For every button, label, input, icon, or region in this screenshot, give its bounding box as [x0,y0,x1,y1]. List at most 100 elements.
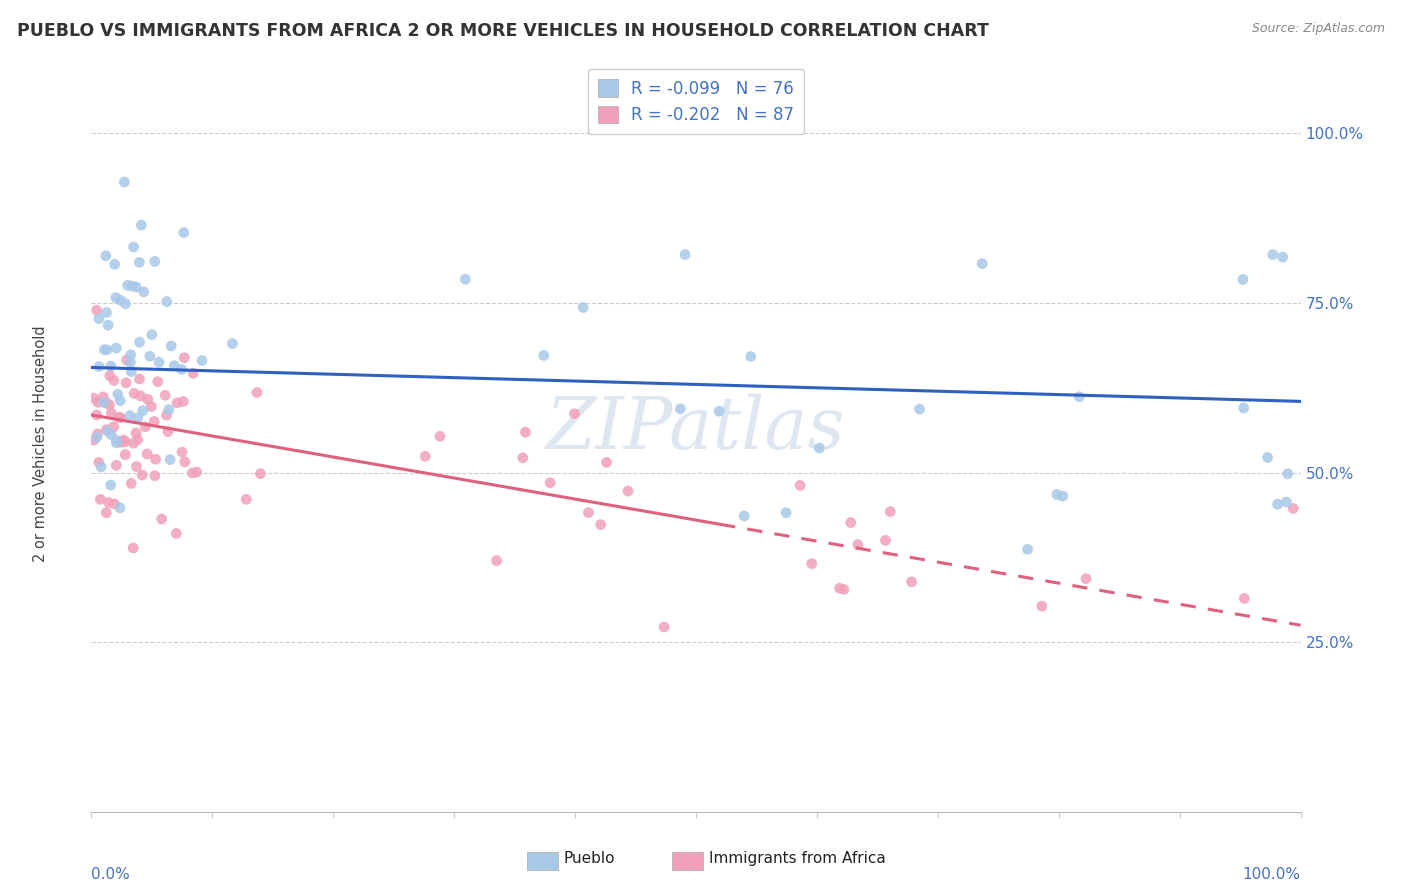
Point [1271,250,1294,264]
Point [125,425,148,440]
Point [104,257,127,271]
Point [90,459,112,474]
Point [96,343,118,357]
Point [112,433,135,447]
Point [143,468,166,483]
Point [538,475,561,490]
Point [132,285,155,299]
Point [115,376,138,390]
Point [669,401,692,416]
Point [96,423,118,437]
Point [127,433,149,447]
Point [879,505,901,519]
Point [108,500,131,515]
Point [170,445,193,459]
Point [153,388,176,402]
Point [170,362,193,376]
Point [733,508,755,523]
Text: Immigrants from Africa: Immigrants from Africa [709,851,886,865]
Point [173,351,195,365]
Point [143,254,166,268]
Point [108,410,131,425]
Text: 0.0%: 0.0% [91,867,131,882]
Point [128,255,150,269]
Point [86,303,108,318]
Point [87,311,110,326]
Point [1233,591,1256,606]
Point [98,398,121,412]
Point [875,533,897,548]
Point [589,517,612,532]
Point [595,455,617,469]
Point [139,349,162,363]
Point [93,343,115,357]
Point [87,359,110,374]
Point [617,483,640,498]
Point [429,429,451,443]
Point [87,395,110,409]
Point [125,280,148,294]
Point [128,335,150,350]
Point [114,434,136,449]
Point [121,279,143,293]
Point [131,218,153,232]
Legend: R = -0.099   N = 76, R = -0.202   N = 87: R = -0.099 N = 76, R = -0.202 N = 87 [588,70,804,134]
Point [673,247,696,261]
Point [100,406,122,420]
Point [120,365,142,379]
Point [128,372,150,386]
Text: 2 or more Vehicles in Household: 2 or more Vehicles in Household [34,326,48,562]
Point [105,434,128,448]
Point [141,327,163,342]
Point [221,336,243,351]
Text: 100.0%: 100.0% [1243,867,1301,882]
Point [900,574,922,589]
Point [413,450,436,464]
Point [120,476,142,491]
Point [97,318,120,332]
Point [173,226,195,240]
Point [1031,599,1053,614]
Point [114,297,136,311]
Point [96,396,118,410]
Point [87,455,110,469]
Point [105,458,128,473]
Text: ZIPatlas: ZIPatlas [546,393,846,465]
Point [181,466,204,480]
Point [1017,542,1039,557]
Point [515,425,537,440]
Point [122,541,145,555]
Point [150,512,173,526]
Point [103,419,125,434]
Point [120,348,142,362]
Point [122,436,145,450]
Point [103,497,125,511]
Point [578,506,600,520]
Point [163,359,186,373]
Point [1069,390,1091,404]
Point [165,526,187,541]
Point [132,403,155,417]
Point [235,492,257,507]
Point [93,395,115,409]
Point [127,410,149,425]
Point [103,373,125,387]
Point [1257,450,1279,465]
Point [1275,495,1298,509]
Point [740,350,762,364]
Point [789,478,811,492]
Point [97,424,120,438]
Point [1046,487,1069,501]
Point [105,436,128,450]
Point [110,410,132,425]
Point [136,392,159,407]
Point [159,452,181,467]
Point [136,447,159,461]
Point [91,390,114,404]
Point [1282,501,1305,516]
Point [572,301,595,315]
Point [115,353,138,368]
Point [100,427,122,442]
Point [156,425,179,439]
Text: Source: ZipAtlas.com: Source: ZipAtlas.com [1251,22,1385,36]
